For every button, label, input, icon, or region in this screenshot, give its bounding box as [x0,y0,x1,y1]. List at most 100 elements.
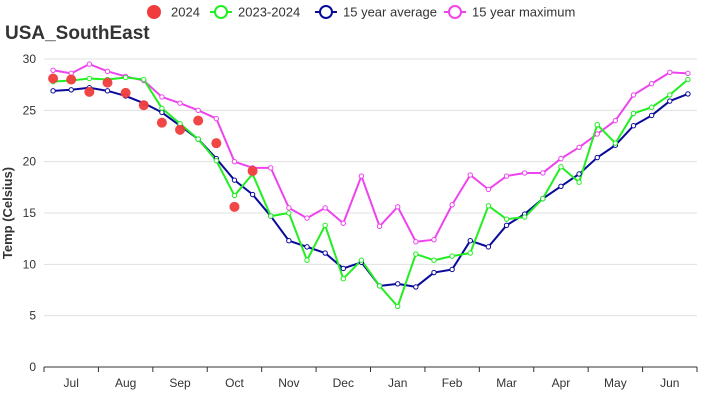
data-point [122,74,129,81]
legend-symbol [147,5,161,19]
data-point [395,303,401,310]
data-point [268,165,274,171]
legend: 2024 2023-2024 15 year average 15 year maxi… [147,5,575,20]
data-point [467,172,473,178]
data-point [247,165,258,176]
legend-item[interactable]: 15 year maximum [444,5,575,20]
data-point [630,123,637,129]
data-point [231,158,238,165]
data-point [612,140,619,146]
data-point [449,266,455,273]
data-point [268,213,274,219]
data-point [229,201,240,212]
data-point [159,105,165,111]
legend-label: 15 year average [343,5,437,20]
y-tick-label: 10 [23,257,37,271]
data-point [376,223,383,230]
data-point [594,122,600,128]
data-point [211,138,222,149]
data-point [485,186,492,193]
data-point [322,205,328,211]
legend-item[interactable]: 15 year average [315,5,437,20]
data-point [102,77,113,88]
data-point [648,80,655,87]
data-point [431,257,437,263]
legend-label: 15 year maximum [472,5,575,20]
data-point [503,222,510,229]
y-tick-label: 5 [29,309,36,323]
data-point [66,74,77,85]
x-tick-label: May [604,376,627,390]
x-tick-label: Jun [660,376,679,390]
grid [44,58,697,317]
data-point [195,107,201,114]
data-point [630,110,637,117]
data-point [503,173,510,179]
data-point [340,220,346,226]
data-point [340,265,346,272]
data-point [84,86,95,97]
x-tick-label: Aug [115,376,136,390]
data-point [467,250,473,256]
legend-label: 2024 [171,5,200,20]
chart-title: USA_SouthEast [5,23,150,44]
data-point [667,98,673,104]
legend-symbol [319,5,333,19]
x-tick-label: Jul [64,376,79,390]
data-point [503,216,510,222]
x-tick-label: Feb [442,376,463,390]
data-point [249,191,256,198]
data-point [485,244,492,250]
data-point [648,112,655,119]
data-point [685,91,691,97]
data-point [231,192,238,199]
data-point [104,68,111,75]
series-line [53,86,689,288]
legend-symbol [214,5,228,19]
data-point [322,222,328,229]
y-tick-label: 25 [23,103,37,117]
data-point [286,205,292,211]
plot-area [48,61,691,310]
data-point [521,170,528,176]
data-point [304,257,310,263]
data-point [159,94,165,100]
data-point [467,238,473,244]
data-point [558,155,564,162]
data-point [612,117,619,124]
x-tick-label: Oct [225,376,244,390]
data-point [231,177,238,183]
data-point [540,170,546,176]
y-tick-label: 20 [23,155,37,169]
x-tick-label: Dec [333,376,354,390]
data-point [156,117,167,128]
legend-label: 2023-2024 [238,5,300,20]
data-point [68,87,74,93]
data-point [304,215,310,221]
data-point [376,283,383,289]
data-point [104,88,111,94]
data-point [213,115,220,122]
data-point [213,157,220,164]
y-tick-label: 0 [29,360,36,374]
x-tick-label: Sep [169,376,191,390]
data-point [86,61,93,67]
data-point [395,204,401,210]
data-point [286,238,292,244]
data-point [413,239,419,245]
data-point [667,92,673,98]
y-axis-label: Temp (Celsius) [0,167,15,259]
legend-item[interactable]: 2024 [147,5,200,20]
data-point [50,67,56,73]
x-tick-label: Jan [388,376,407,390]
x-tick-label: Apr [552,376,571,390]
data-point [413,284,419,290]
data-point [521,214,528,220]
data-point [449,253,455,259]
x-tick-label: Nov [278,376,299,390]
data-point [576,179,582,185]
data-point [630,92,637,98]
legend-item[interactable]: 2023-2024 [210,5,300,20]
data-point [358,173,365,179]
